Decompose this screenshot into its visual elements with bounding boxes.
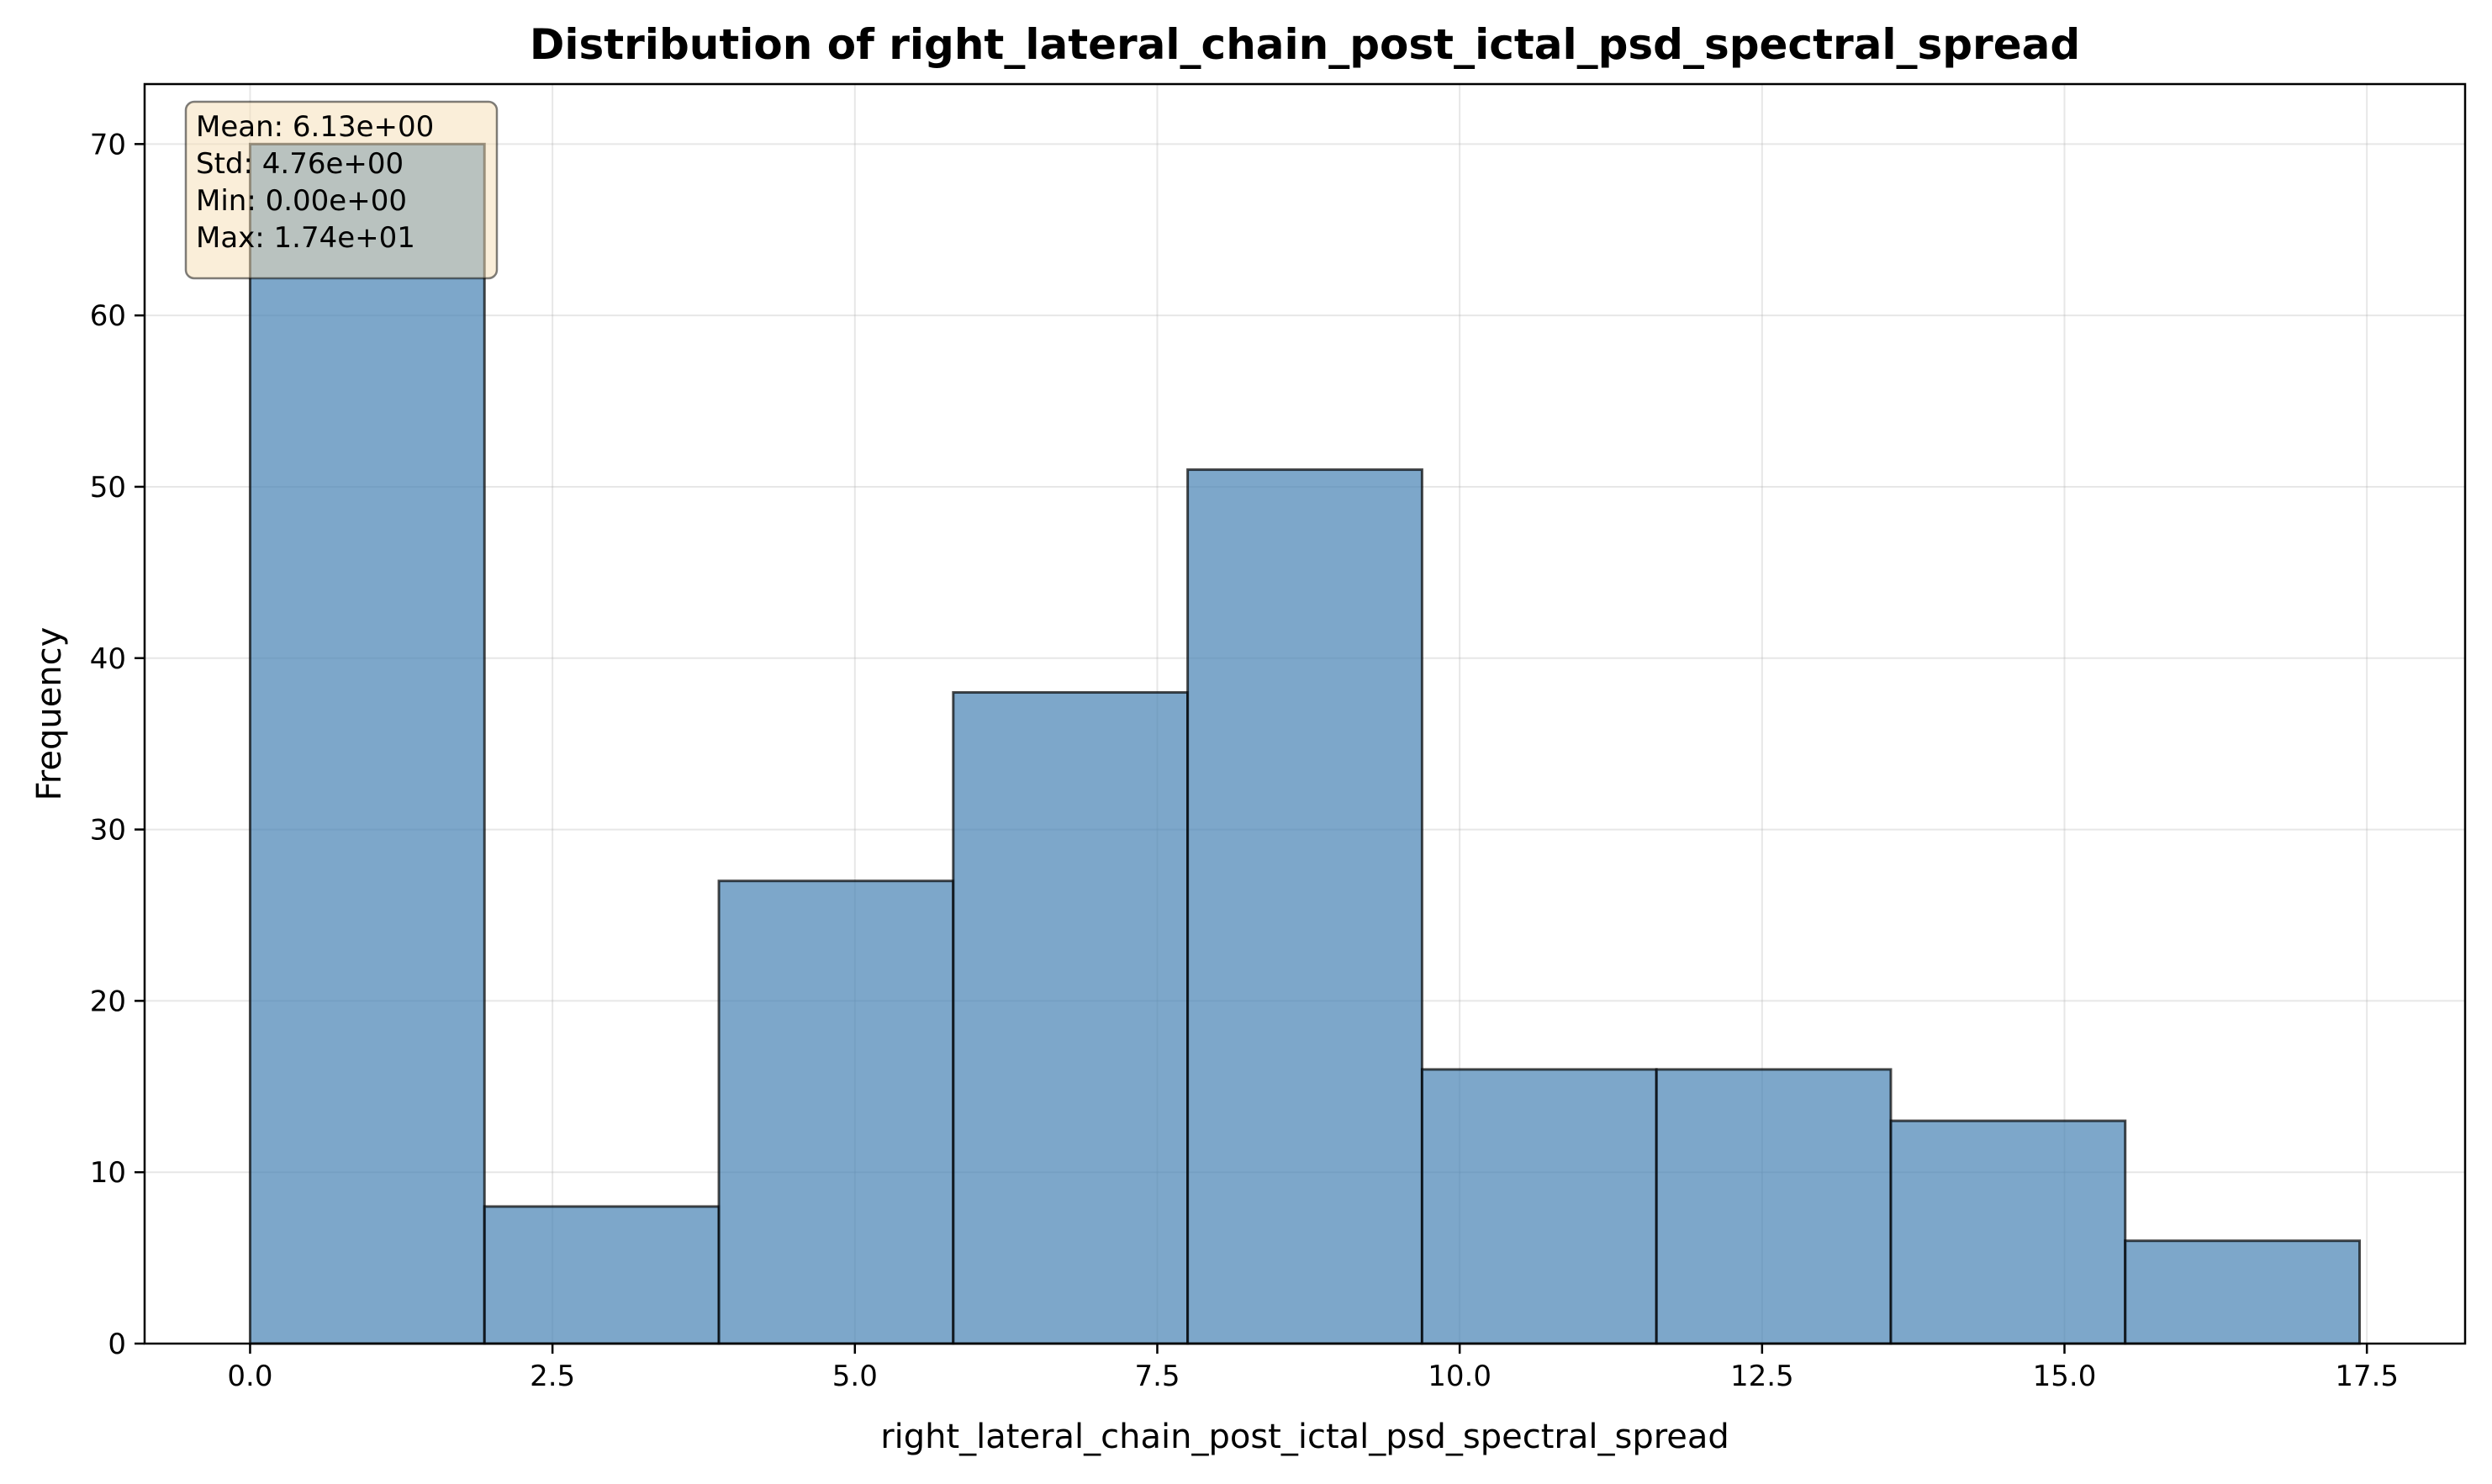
histogram-bar-5 [1420, 1068, 1658, 1345]
x-axis-ticks: 0.0 2.5 5.0 7.5 10.0 12.5 15.0 17.5 [227, 1344, 2399, 1393]
y-axis-ticks: 0 10 20 30 40 50 60 70 [90, 128, 145, 1361]
y-tick-label-3: 30 [90, 814, 126, 848]
histogram-bar-8 [2124, 1239, 2362, 1345]
histogram-bar-2 [717, 879, 955, 1345]
y-tick-label-0: 0 [108, 1328, 126, 1361]
x-tick-label-5: 12.5 [1730, 1360, 1794, 1393]
histogram-bar-3 [952, 691, 1190, 1345]
x-tick-label-0: 0.0 [227, 1360, 272, 1393]
y-tick-label-4: 40 [90, 642, 126, 676]
x-axis-label: right_lateral_chain_post_ictal_psd_spect… [880, 1418, 1729, 1456]
histogram-bar-4 [1186, 468, 1423, 1345]
histogram-bars [248, 142, 2362, 1345]
x-tick-label-3: 7.5 [1134, 1360, 1180, 1393]
x-tick-label-7: 17.5 [2335, 1360, 2399, 1393]
x-tick-label-4: 10.0 [1428, 1360, 1492, 1393]
stats-min: Min: 0.00e+00 [196, 184, 407, 218]
y-tick-label-2: 20 [90, 985, 126, 1018]
chart-title: Distribution of right_lateral_chain_post… [530, 20, 2080, 69]
stats-std: Std: 4.76e+00 [196, 147, 404, 181]
stats-box: Mean: 6.13e+00 Std: 4.76e+00 Min: 0.00e+… [184, 100, 499, 280]
y-axis-label: Frequency [30, 627, 69, 801]
y-tick-label-1: 10 [90, 1156, 126, 1190]
histogram-bar-1 [483, 1205, 721, 1345]
y-tick-label-6: 60 [90, 299, 126, 333]
plot-frame [143, 82, 2467, 1345]
y-tick-label-5: 50 [90, 471, 126, 504]
x-tick-label-2: 5.0 [832, 1360, 878, 1393]
stats-mean: Mean: 6.13e+00 [196, 110, 434, 144]
histogram-bar-7 [1889, 1119, 2127, 1345]
histogram-bar-6 [1655, 1068, 1893, 1345]
stats-box-background [184, 100, 499, 280]
x-tick-label-6: 15.0 [2033, 1360, 2097, 1393]
stats-max: Max: 1.74e+01 [196, 221, 415, 255]
y-tick-label-7: 70 [90, 128, 126, 161]
histogram-bar-0 [248, 142, 486, 1345]
x-tick-label-1: 2.5 [530, 1360, 575, 1393]
